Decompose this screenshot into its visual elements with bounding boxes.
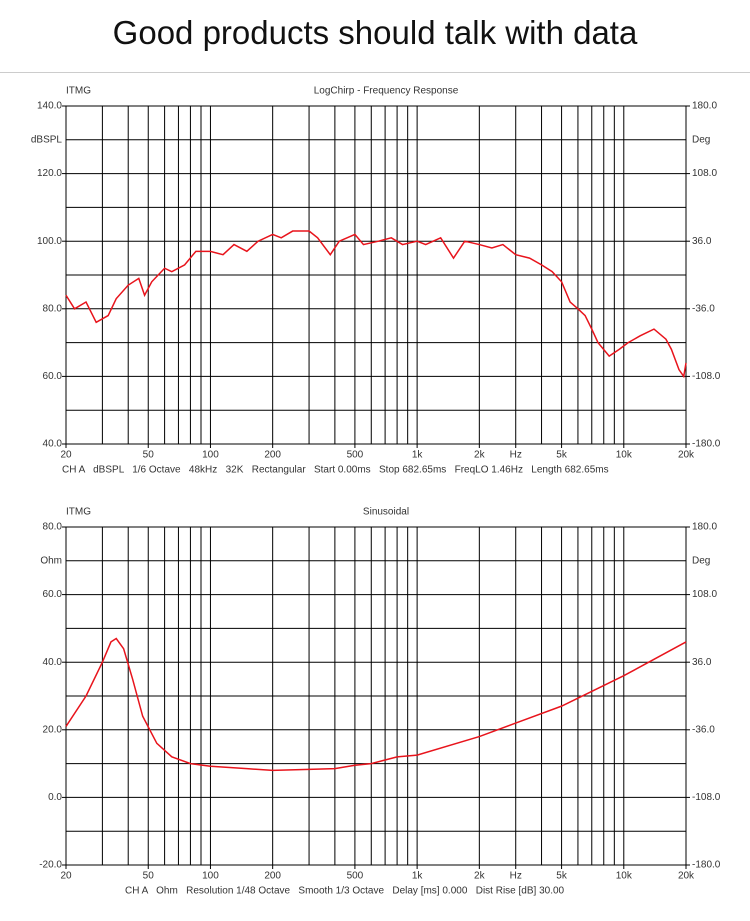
y2-tick-label: 108.0 — [692, 168, 717, 179]
y-tick-label: 60.0 — [43, 371, 63, 382]
y-tick-label: 120.0 — [37, 168, 62, 179]
y2-tick-label: -180.0 — [692, 439, 721, 450]
x-tick-label: 50 — [143, 871, 155, 882]
data-line — [65, 637, 687, 772]
y2-tick-label: 36.0 — [692, 657, 712, 668]
x-tick-label: 10k — [616, 450, 633, 461]
chart-title: Sinusoidal — [363, 507, 409, 518]
y-tick-label: 60.0 — [43, 589, 63, 600]
x-tick-label: Hz — [510, 871, 522, 882]
y2-tick-label: -36.0 — [692, 303, 715, 314]
corner-label: ITMG — [66, 86, 91, 97]
x-tick-label: 20 — [60, 450, 72, 461]
x-tick-label: 200 — [264, 450, 281, 461]
x-tick-label: Hz — [510, 450, 522, 461]
y-tick-label: 40.0 — [43, 439, 63, 450]
y-tick-label: 0.0 — [48, 792, 62, 803]
x-tick-label: 20k — [678, 450, 695, 461]
chart-footer: CH A Ohm Resolution 1/48 Octave Smooth 1… — [125, 886, 565, 897]
y2-axis-label: Deg — [692, 555, 710, 566]
y2-tick-label: -36.0 — [692, 724, 715, 735]
y-tick-label: 40.0 — [43, 657, 63, 668]
chart-title: LogChirp - Frequency Response — [314, 86, 459, 97]
x-tick-label: 500 — [347, 450, 364, 461]
y-tick-label: 80.0 — [43, 522, 63, 533]
y2-axis-label: Deg — [692, 134, 710, 145]
y-tick-label: -20.0 — [39, 860, 62, 871]
x-tick-label: 5k — [556, 871, 568, 882]
divider — [0, 72, 750, 73]
x-tick-label: 20k — [678, 871, 695, 882]
y-tick-label: 140.0 — [37, 101, 62, 112]
x-tick-label: 2k — [474, 450, 486, 461]
x-tick-label: 50 — [143, 450, 155, 461]
x-tick-label: 500 — [347, 871, 364, 882]
y2-tick-label: -180.0 — [692, 860, 721, 871]
corner-label: ITMG — [66, 507, 91, 518]
y-tick-label: 80.0 — [43, 303, 63, 314]
x-tick-label: 1k — [412, 871, 424, 882]
chart-footer: CH A dBSPL 1/6 Octave 48kHz 32K Rectangu… — [62, 465, 609, 476]
y2-tick-label: 180.0 — [692, 101, 717, 112]
x-tick-label: 10k — [616, 871, 633, 882]
y-tick-label: 20.0 — [43, 724, 63, 735]
x-tick-label: 200 — [264, 871, 281, 882]
y2-tick-label: 36.0 — [692, 236, 712, 247]
y-tick-label: 100.0 — [37, 236, 62, 247]
y-axis-label: dBSPL — [31, 134, 63, 145]
page-title: Good products should talk with data — [112, 14, 638, 51]
x-tick-label: 1k — [412, 450, 424, 461]
y2-tick-label: -108.0 — [692, 371, 721, 382]
x-tick-label: 5k — [556, 450, 568, 461]
y-axis-label: Ohm — [40, 555, 62, 566]
x-tick-label: 20 — [60, 871, 72, 882]
y2-tick-label: -108.0 — [692, 792, 721, 803]
x-tick-label: 100 — [202, 871, 219, 882]
data-line — [65, 230, 687, 379]
x-tick-label: 100 — [202, 450, 219, 461]
y2-tick-label: 180.0 — [692, 522, 717, 533]
y2-tick-label: 108.0 — [692, 589, 717, 600]
x-tick-label: 2k — [474, 871, 486, 882]
